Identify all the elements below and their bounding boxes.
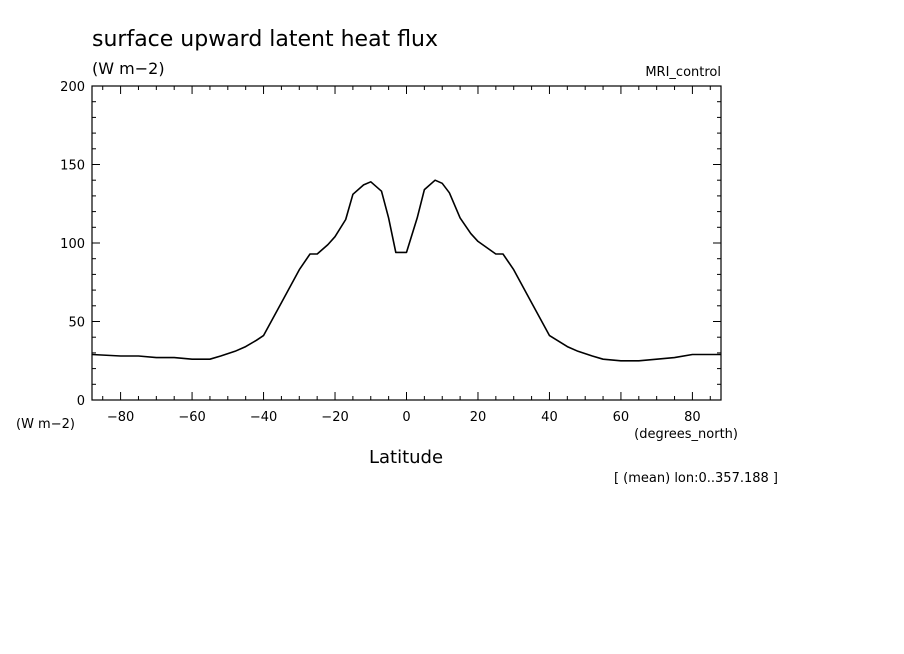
x-tick-label: −40: [250, 410, 277, 425]
y-tick-label: 50: [68, 316, 85, 331]
plot-frame: [91, 85, 722, 401]
y-tick-label: 100: [60, 237, 85, 252]
series-line: [91, 179, 721, 362]
footnote: [ (mean) lon:0..357.188 ]: [614, 471, 778, 486]
x-tick-label: 20: [470, 410, 487, 425]
y-tick-label: 200: [60, 80, 85, 95]
x-units: (degrees_north): [634, 427, 738, 442]
x-tick-label: −60: [178, 410, 205, 425]
chart-title: surface upward latent heat flux: [92, 27, 438, 52]
y-tick-label: 0: [77, 394, 85, 409]
tick-labels: −80 −60 −40 −20 0 20 40 60 80 0 50 100 150 200: [60, 80, 701, 425]
dataset-label: MRI_control: [645, 65, 721, 80]
y-tick-label: 150: [60, 159, 85, 174]
y-units-top: (W m−2): [92, 59, 165, 78]
x-tick-label: −20: [321, 410, 348, 425]
x-tick-label: 60: [613, 410, 630, 425]
axis-ticks: [92, 85, 721, 401]
x-tick-label: 40: [541, 410, 558, 425]
x-tick-label: 80: [684, 410, 701, 425]
x-tick-label: 0: [402, 410, 410, 425]
x-tick-label: −80: [107, 410, 134, 425]
x-axis-label: Latitude: [369, 447, 443, 468]
y-units-left: (W m−2): [16, 417, 75, 432]
